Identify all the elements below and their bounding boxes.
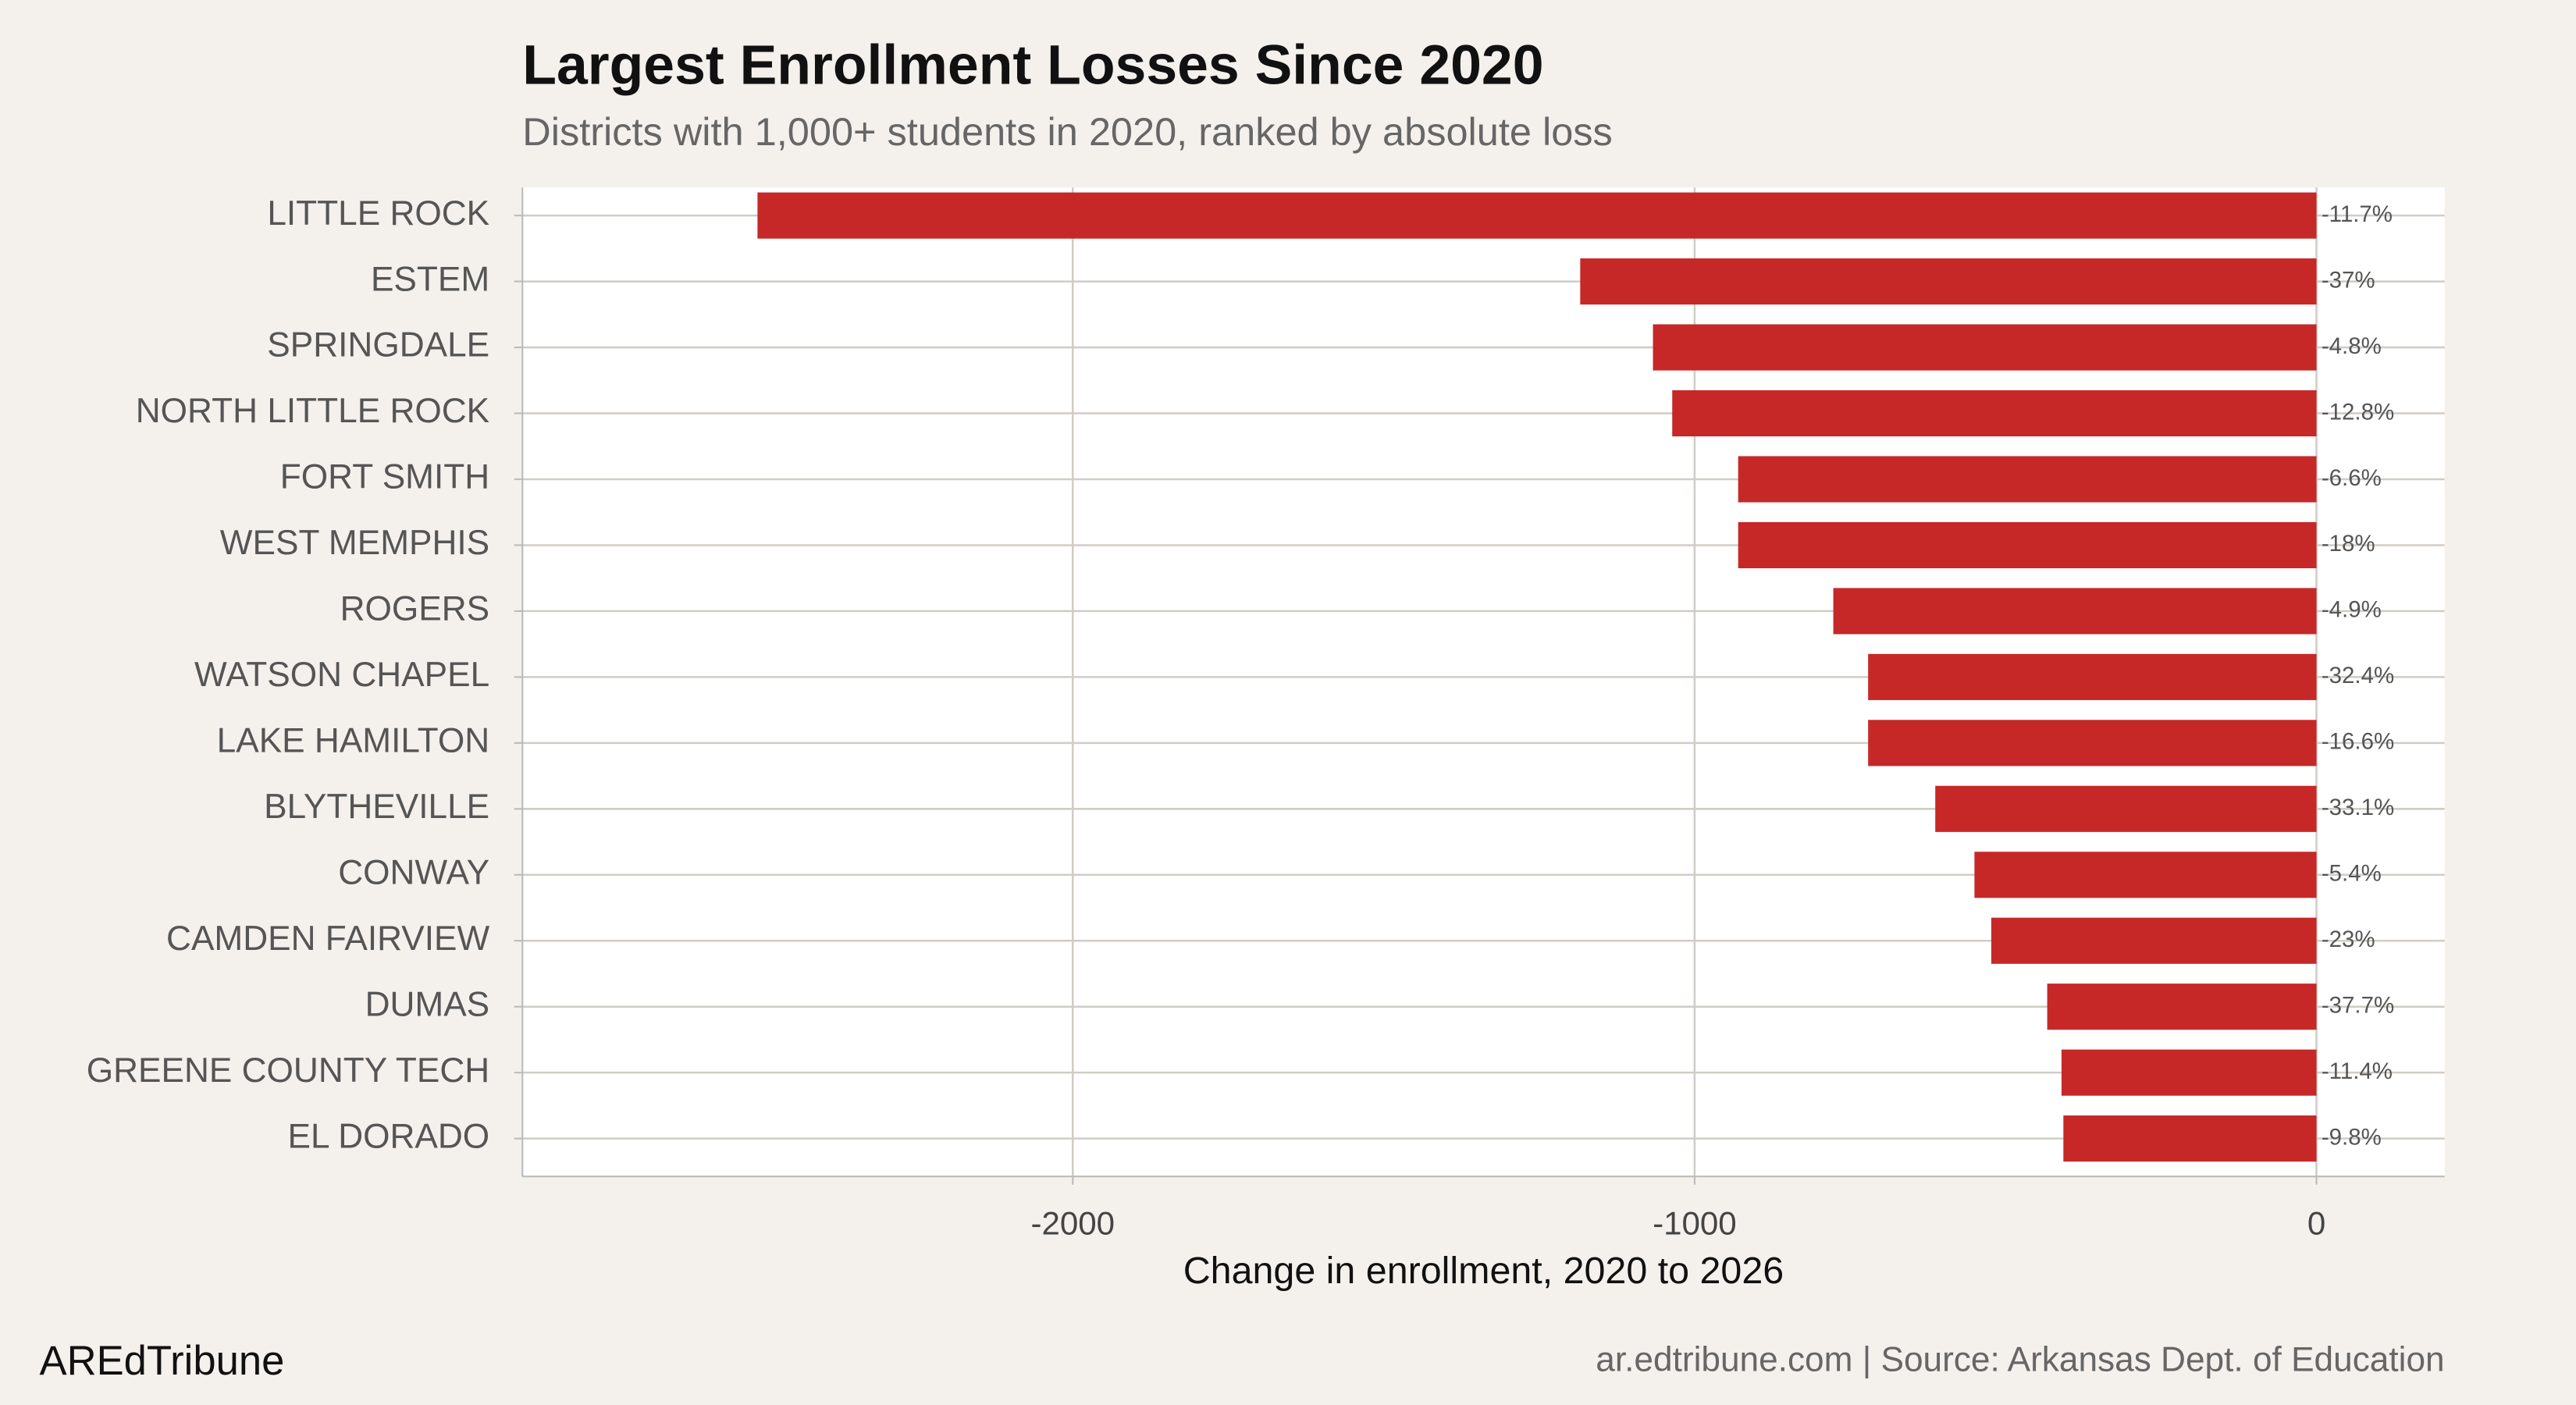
y-tick-label: EL DORADO bbox=[288, 1117, 490, 1155]
pct-label: -4.9% bbox=[2322, 597, 2382, 623]
pct-label: -9.8% bbox=[2322, 1124, 2382, 1150]
bar bbox=[2061, 1049, 2317, 1096]
y-tick-label: CAMDEN FAIRVIEW bbox=[166, 919, 489, 958]
y-tick-label: FORT SMITH bbox=[280, 458, 489, 496]
y-tick-label: NORTH LITTLE ROCK bbox=[136, 392, 489, 430]
y-tick-label: DUMAS bbox=[365, 985, 490, 1023]
y-tick-label: LAKE HAMILTON bbox=[217, 722, 490, 760]
source: ar.edtribune.com | Source: Arkansas Dept… bbox=[1596, 1341, 2444, 1379]
y-tick-label: CONWAY bbox=[338, 853, 489, 891]
pct-label: -33.1% bbox=[2322, 795, 2394, 820]
y-tick-label: LITTLE ROCK bbox=[267, 194, 489, 233]
x-tick-label: -1000 bbox=[1653, 1204, 1737, 1241]
y-tick-label: WATSON CHAPEL bbox=[194, 656, 489, 694]
chart-title: Largest Enrollment Losses Since 2020 bbox=[522, 34, 1543, 97]
x-axis-label: Change in enrollment, 2020 to 2026 bbox=[1183, 1250, 1784, 1292]
bar bbox=[1974, 852, 2317, 898]
bar bbox=[1833, 588, 2317, 635]
pct-label: -11.7% bbox=[2322, 201, 2393, 227]
chart-subtitle: Districts with 1,000+ students in 2020, … bbox=[522, 109, 1613, 154]
bar bbox=[1935, 785, 2317, 832]
pct-label: -37.7% bbox=[2322, 992, 2394, 1018]
pct-label: -32.4% bbox=[2322, 663, 2394, 688]
pct-label: -12.8% bbox=[2322, 399, 2394, 425]
bar bbox=[2047, 984, 2317, 1030]
x-tick-label: -2000 bbox=[1030, 1204, 1115, 1241]
bar bbox=[1868, 653, 2317, 700]
bar bbox=[1672, 389, 2317, 437]
bar bbox=[1580, 258, 2317, 305]
x-tick-label: 0 bbox=[2307, 1204, 2325, 1241]
pct-label: -11.4% bbox=[2322, 1058, 2393, 1084]
bar bbox=[2063, 1115, 2317, 1162]
pct-label: -5.4% bbox=[2322, 861, 2382, 887]
pct-label: -4.8% bbox=[2322, 333, 2382, 359]
pct-label: -18% bbox=[2322, 531, 2375, 557]
bar bbox=[1738, 521, 2317, 569]
y-tick-label: WEST MEMPHIS bbox=[220, 524, 489, 562]
y-tick-label: BLYTHEVILLE bbox=[264, 788, 489, 826]
bar bbox=[757, 192, 2317, 239]
bar bbox=[1738, 456, 2317, 503]
y-tick-label: GREENE COUNTY TECH bbox=[87, 1051, 489, 1090]
pct-label: -16.6% bbox=[2322, 729, 2394, 755]
brand: AREdTribune bbox=[40, 1338, 285, 1384]
bar bbox=[1991, 917, 2317, 964]
pct-label: -6.6% bbox=[2322, 465, 2382, 491]
y-tick-label: SPRINGDALE bbox=[267, 326, 489, 365]
y-tick-label: ESTEM bbox=[371, 260, 489, 298]
pct-label: -23% bbox=[2322, 927, 2375, 952]
bar bbox=[1653, 324, 2317, 371]
pct-label: -37% bbox=[2322, 267, 2375, 293]
bar bbox=[1868, 720, 2317, 767]
y-tick-label: ROGERS bbox=[340, 590, 490, 628]
